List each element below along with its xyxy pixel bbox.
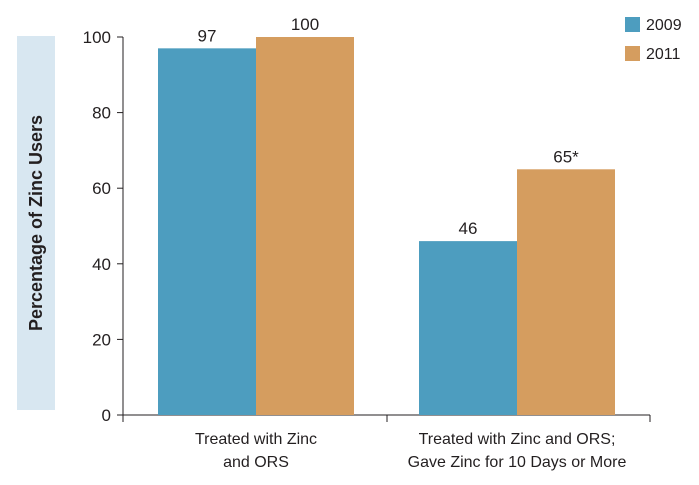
bar-2011-cat1: [256, 37, 354, 415]
plot-area: 0 20 40 60 80 100 97 46 100 65* Treated with Zinc a…: [83, 15, 651, 471]
x-category-label: Gave Zinc for 10 Days or More: [408, 454, 627, 471]
ylabel-background: [17, 36, 55, 410]
x-category-label: and ORS: [223, 454, 289, 471]
bar-2009-cat2: [419, 241, 517, 415]
y-tick-label: 60: [92, 179, 111, 198]
y-tick-label: 80: [92, 104, 111, 123]
legend-label: 2009: [646, 17, 682, 34]
data-label: 65*: [553, 147, 579, 166]
y-axis-label: Percentage of Zinc Users: [26, 115, 46, 331]
y-tick-label: 40: [92, 255, 111, 274]
data-label: 46: [459, 219, 478, 238]
legend-swatch-2009: [625, 17, 640, 32]
y-tick-label: 20: [92, 330, 111, 349]
x-category-label: Treated with Zinc and ORS;: [419, 431, 616, 448]
legend: 2009 2011: [625, 17, 682, 63]
data-label: 97: [198, 26, 217, 45]
legend-swatch-2011: [625, 46, 640, 61]
x-category-label: Treated with Zinc: [195, 431, 317, 448]
bar-2011-cat2: [517, 169, 615, 415]
legend-label: 2011: [646, 46, 681, 63]
bar-2009-cat1: [158, 48, 256, 416]
data-label: 100: [291, 15, 319, 34]
y-tick-label: 100: [83, 28, 111, 47]
y-tick-label: 0: [102, 406, 111, 425]
